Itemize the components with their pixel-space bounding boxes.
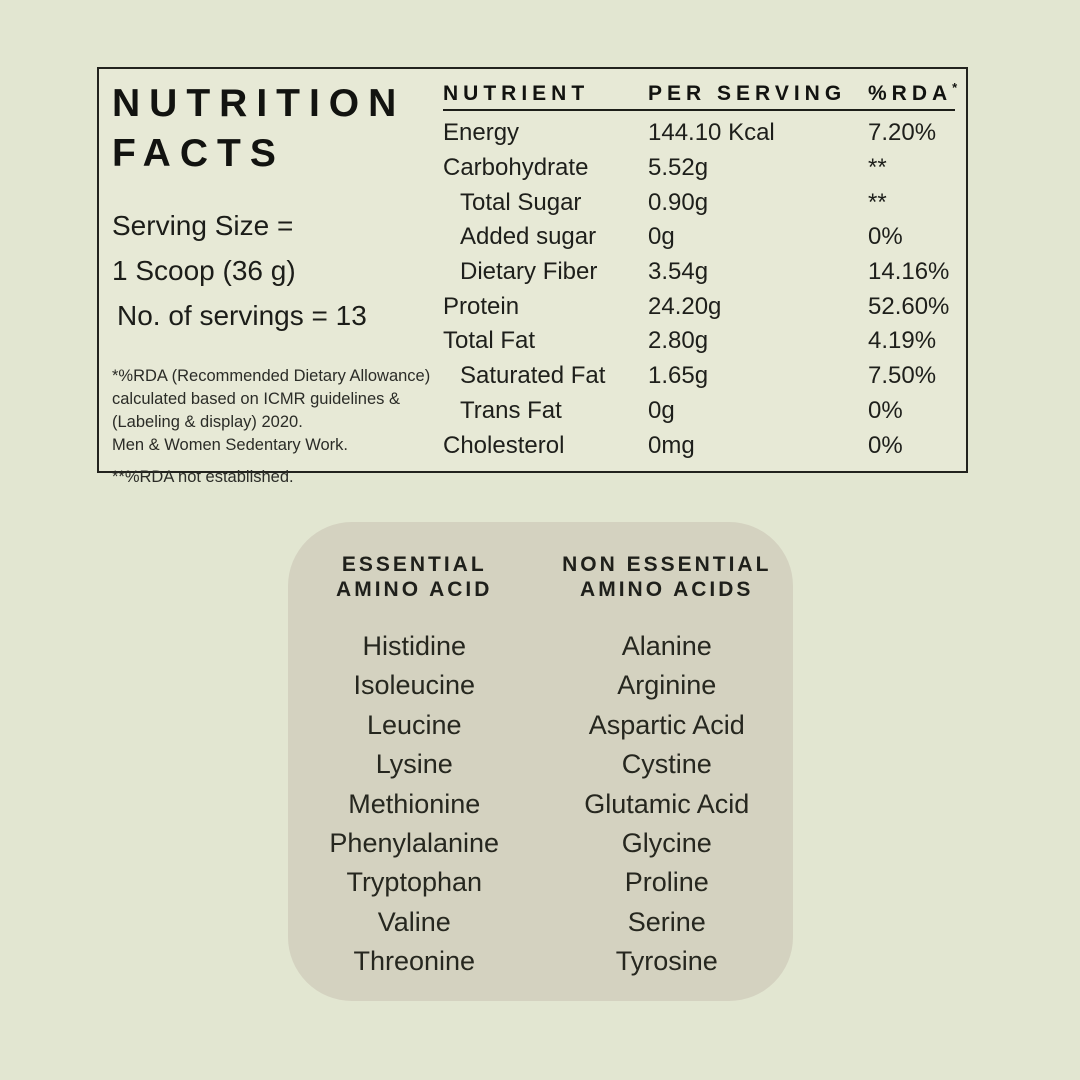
table-row: Total Fat 2.80g 4.19% xyxy=(443,324,955,359)
amino-acids-panel: ESSENTIAL AMINO ACID Histidine Isoleucin… xyxy=(288,522,793,1001)
rda-value: 0% xyxy=(868,396,903,424)
amino-acid-item: Proline xyxy=(624,867,709,898)
amino-acid-item: Glycine xyxy=(621,828,712,859)
rda-asterisk: * xyxy=(952,80,958,95)
nutrient-name: Carbohydrate xyxy=(443,154,589,182)
essential-header-line-2: AMINO ACID xyxy=(336,578,493,601)
nutrient-name: Saturated Fat xyxy=(460,362,606,390)
amino-acid-item: Tryptophan xyxy=(346,867,483,898)
amino-acid-item: Valine xyxy=(377,906,451,937)
footnote-line: *%RDA (Recommended Dietary Allowance) xyxy=(112,367,431,385)
per-serving-value: 0g xyxy=(648,223,675,251)
nutrient-table: NUTRIENT PER SERVING %RDA* Energy 144.10… xyxy=(443,80,958,463)
non-essential-header-line-2: AMINO ACIDS xyxy=(580,578,754,601)
rda-value: 14.16% xyxy=(868,258,950,286)
per-serving-value: 3.54g xyxy=(648,258,709,286)
amino-acid-item: Aspartic Acid xyxy=(588,709,745,740)
rda-footnotes: *%RDA (Recommended Dietary Allowance) ca… xyxy=(112,365,432,489)
amino-acid-item: Serine xyxy=(627,906,706,937)
non-essential-amino-column: NON ESSENTIAL AMINO ACIDS Alanine Argini… xyxy=(541,552,794,1001)
amino-acid-item: Isoleucine xyxy=(353,670,476,701)
rda-value: ** xyxy=(868,188,887,216)
amino-acid-item: Lysine xyxy=(375,749,453,780)
non-essential-amino-list: Alanine Arginine Aspartic Acid Cystine G… xyxy=(541,627,794,982)
facts-left-column: NUTRITION FACTS Serving Size = 1 Scoop (… xyxy=(112,79,442,489)
table-row: Saturated Fat 1.65g 7.50% xyxy=(443,359,955,394)
table-row: Total Sugar 0.90g ** xyxy=(443,185,955,220)
serving-info: Serving Size = 1 Scoop (36 g) No. of ser… xyxy=(112,203,442,338)
title-line-1: NUTRITION xyxy=(112,82,406,125)
table-row: Dietary Fiber 3.54g 14.16% xyxy=(443,255,955,290)
rda-value: ** xyxy=(868,154,887,182)
per-serving-value: 0mg xyxy=(648,431,695,459)
nutrient-name: Total Fat xyxy=(443,327,536,355)
amino-acid-item: Phenylalanine xyxy=(329,828,500,859)
amino-acid-item: Methionine xyxy=(348,788,481,819)
non-essential-amino-header: NON ESSENTIAL AMINO ACIDS xyxy=(541,552,794,602)
header-nutrient: NUTRIENT xyxy=(443,82,590,105)
nutrient-name: Dietary Fiber xyxy=(460,258,598,286)
nutrition-facts-title: NUTRITION FACTS xyxy=(112,79,442,179)
amino-acid-item: Arginine xyxy=(617,670,717,701)
amino-acid-item: Threonine xyxy=(353,946,476,977)
nutrient-name: Energy xyxy=(443,119,520,147)
amino-acid-item: Glutamic Acid xyxy=(584,788,750,819)
rda-value: 7.20% xyxy=(868,119,937,147)
nutrient-name: Total Sugar xyxy=(460,188,582,216)
per-serving-value: 2.80g xyxy=(648,327,709,355)
serving-size-value: 1 Scoop (36 g) xyxy=(112,255,296,286)
header-rda: %RDA* xyxy=(868,80,958,106)
header-rda-label: %RDA xyxy=(868,82,953,105)
amino-acid-item: Tyrosine xyxy=(615,946,718,977)
rda-value: 4.19% xyxy=(868,327,937,355)
per-serving-value: 0g xyxy=(648,396,675,424)
footnote-line: calculated based on ICMR guidelines & xyxy=(112,390,401,408)
footnote-line: Men & Women Sedentary Work. xyxy=(112,436,348,454)
essential-amino-header: ESSENTIAL AMINO ACID xyxy=(288,552,541,602)
servings-count: No. of servings = 13 xyxy=(117,300,367,331)
table-row: Protein 24.20g 52.60% xyxy=(443,289,955,324)
essential-amino-column: ESSENTIAL AMINO ACID Histidine Isoleucin… xyxy=(288,552,541,1001)
rda-value: 52.60% xyxy=(868,292,950,320)
essential-header-line-1: ESSENTIAL xyxy=(341,553,487,576)
nutrition-facts-box: NUTRITION FACTS Serving Size = 1 Scoop (… xyxy=(97,67,968,486)
table-row: Added sugar 0g 0% xyxy=(443,220,955,255)
amino-acid-item: Alanine xyxy=(621,631,712,661)
serving-size-label: Serving Size = xyxy=(112,210,294,241)
footnote-line: (Labeling & display) 2020. xyxy=(112,413,303,431)
header-per-serving: PER SERVING xyxy=(648,82,847,105)
nutrient-name: Protein xyxy=(443,292,520,320)
amino-acid-item: Histidine xyxy=(362,631,467,661)
table-row: Cholesterol 0mg 0% xyxy=(443,428,955,463)
nutrient-table-body: Energy 144.10 Kcal 7.20% Carbohydrate 5.… xyxy=(443,116,955,463)
essential-amino-list: Histidine Isoleucine Leucine Lysine Meth… xyxy=(288,627,541,982)
non-essential-header-line-1: NON ESSENTIAL xyxy=(562,553,772,576)
rda-value: 0% xyxy=(868,431,903,459)
nutrient-name: Cholesterol xyxy=(443,431,565,459)
rda-footnote-secondary: **%RDA not established. xyxy=(112,468,294,486)
nutrient-name: Added sugar xyxy=(460,223,597,251)
per-serving-value: 144.10 Kcal xyxy=(648,119,775,147)
table-row: Trans Fat 0g 0% xyxy=(443,394,955,429)
rda-value: 0% xyxy=(868,223,903,251)
rda-footnote-primary: *%RDA (Recommended Dietary Allowance) ca… xyxy=(112,365,432,457)
amino-acid-item: Cystine xyxy=(621,749,712,780)
title-line-2: FACTS xyxy=(112,132,285,175)
table-row: Energy 144.10 Kcal 7.20% xyxy=(443,116,955,151)
per-serving-value: 1.65g xyxy=(648,362,709,390)
amino-acid-item: Leucine xyxy=(366,709,462,740)
nutrient-name: Trans Fat xyxy=(460,396,562,424)
rda-value: 7.50% xyxy=(868,362,937,390)
nutrient-table-header: NUTRIENT PER SERVING %RDA* xyxy=(443,80,958,111)
per-serving-value: 0.90g xyxy=(648,188,709,216)
table-row: Carbohydrate 5.52g ** xyxy=(443,151,955,186)
per-serving-value: 24.20g xyxy=(648,292,722,320)
per-serving-value: 5.52g xyxy=(648,154,709,182)
